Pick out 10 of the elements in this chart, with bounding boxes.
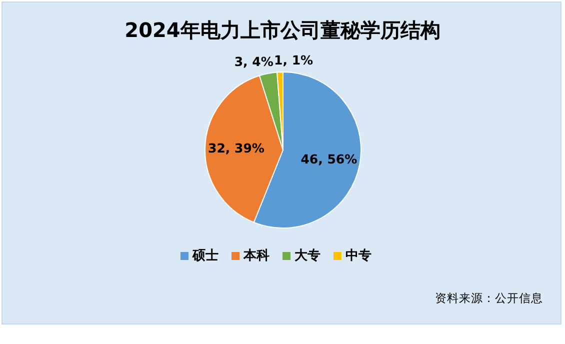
text: 资料来源：公开信息 — [435, 291, 543, 305]
legend-label: 硕士 — [192, 248, 218, 264]
data-label: 32, 39% — [208, 140, 265, 156]
chart-title: 2024年电力上市公司董秘学历结构 — [124, 18, 440, 42]
data-label: 3, 4% — [234, 54, 274, 70]
legend-label: 大专 — [294, 248, 320, 264]
legend-label: 本科 — [242, 248, 270, 264]
legend-label: 中专 — [346, 248, 372, 264]
data-label: 1, 1% — [274, 52, 314, 68]
data-label: 46, 56% — [300, 151, 358, 166]
